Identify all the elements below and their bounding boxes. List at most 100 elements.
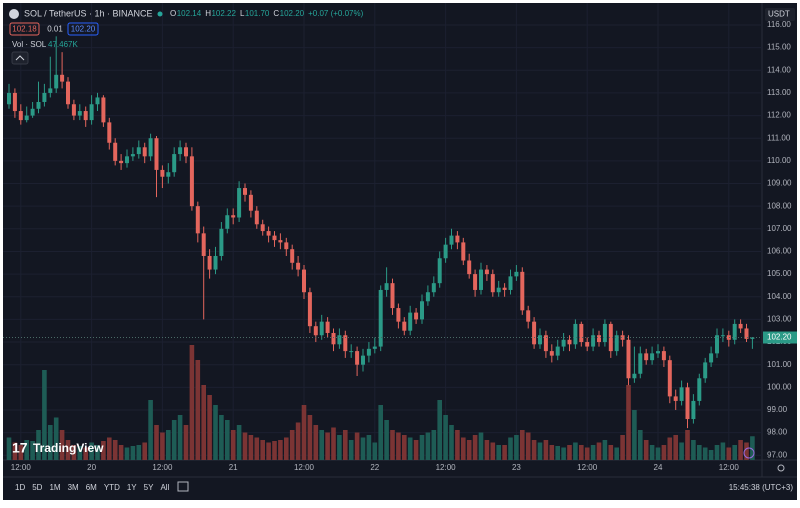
range-button[interactable]: All <box>160 483 169 492</box>
volume-bar <box>407 437 413 460</box>
toolbar: 1D 5D 1M 3M 6M YTD 1Y 5Y All <box>15 483 170 492</box>
candle-body <box>555 346 560 356</box>
candle-body <box>343 335 348 352</box>
x-tick-label: 22 <box>370 463 379 472</box>
candle-body <box>172 154 177 173</box>
volume-bar <box>584 447 590 460</box>
candle-body <box>7 92 11 105</box>
candle-body <box>461 242 466 261</box>
volume-bar <box>419 435 425 460</box>
volume-bar <box>555 446 560 460</box>
volume-bar <box>685 430 690 460</box>
volume-bar <box>579 445 584 460</box>
volume-value: 47.467K <box>48 40 78 49</box>
volume-bar <box>331 427 336 460</box>
indicator-icon[interactable] <box>743 447 755 459</box>
volume-bar <box>325 432 330 460</box>
candle-body <box>532 321 537 345</box>
volume-bar <box>431 430 437 460</box>
candle-body <box>284 242 289 250</box>
volume-bar <box>437 400 442 460</box>
range-button[interactable]: 1Y <box>127 483 137 492</box>
candle-body <box>514 271 519 277</box>
candle-body <box>750 337 755 339</box>
candle-body <box>66 81 70 105</box>
symbol-icon <box>9 9 19 19</box>
candle-body <box>579 323 584 343</box>
volume-bar <box>160 432 165 460</box>
candle-body <box>715 335 719 354</box>
date-range-icon[interactable] <box>177 481 189 492</box>
candle-body <box>673 396 678 401</box>
volume-bar <box>313 425 319 460</box>
y-tick-label: 98.00 <box>767 428 788 437</box>
volume-bar <box>702 447 708 460</box>
volume-bar <box>166 430 171 460</box>
candle-body <box>302 269 306 293</box>
volume-bar <box>655 447 661 460</box>
logo[interactable]: TradingView <box>33 441 104 455</box>
spread: 0.01 <box>47 25 63 34</box>
y-tick-label: 109.00 <box>767 179 792 188</box>
x-tick-label: 12:00 <box>152 463 173 472</box>
candle-body <box>661 351 666 361</box>
volume-bar <box>366 435 372 460</box>
candle-body <box>119 160 124 164</box>
volume-bar <box>620 435 625 460</box>
volume-bar <box>661 445 667 460</box>
candle-body <box>260 224 265 232</box>
volume-bar <box>207 395 212 460</box>
volume-bar <box>525 432 531 460</box>
candle-body <box>313 326 318 336</box>
volume-bar <box>697 445 702 460</box>
candle-body <box>195 206 200 234</box>
x-tick-label: 12:00 <box>11 463 32 472</box>
collapse-button[interactable] <box>11 51 29 65</box>
volume-bar <box>242 432 248 460</box>
candle-body <box>36 101 41 109</box>
y-tick-label: 116.00 <box>767 20 791 29</box>
symbol[interactable]: SOL / TetherUS · 1h · BINANCE <box>24 8 153 18</box>
chart-background <box>3 3 797 477</box>
axes: 97.0098.0099.00100.00101.00102.00103.001… <box>11 20 797 472</box>
volume-bar <box>65 440 71 460</box>
ask-box[interactable] <box>67 22 99 36</box>
bid-box[interactable] <box>9 22 40 36</box>
ohlc-key: O <box>170 9 176 18</box>
candle-body <box>24 115 29 121</box>
candle-body <box>597 335 601 343</box>
volume-bar <box>502 445 507 460</box>
range-button[interactable]: YTD <box>104 483 120 492</box>
candle-body <box>573 323 578 345</box>
volume-bar <box>649 445 655 460</box>
range-button[interactable]: 1M <box>49 483 60 492</box>
volume-bar <box>107 437 112 460</box>
ohlc-value: 102.22 <box>211 9 236 18</box>
volume-bar <box>638 430 643 460</box>
volume-bar <box>413 440 419 460</box>
candle-body <box>431 283 436 293</box>
candle-body <box>638 353 643 374</box>
range-button[interactable]: 6M <box>86 483 97 492</box>
volume-bar <box>626 385 631 460</box>
currency-button[interactable] <box>765 8 795 21</box>
settings-icon[interactable] <box>777 464 785 472</box>
volume-bar <box>24 440 29 460</box>
candle-body <box>18 111 23 121</box>
candle-body <box>278 240 283 243</box>
currency: USDT <box>768 10 790 19</box>
volume-bar <box>189 345 195 460</box>
volume-bar <box>496 445 501 460</box>
candle-body <box>243 188 247 195</box>
range-button[interactable]: 5D <box>32 483 42 492</box>
range-button[interactable]: 5Y <box>144 483 154 492</box>
candle-body <box>331 332 336 345</box>
candle-body <box>614 335 619 352</box>
candle-body <box>148 138 153 157</box>
range-button[interactable]: 3M <box>68 483 79 492</box>
volume-bar <box>101 441 106 460</box>
range-button[interactable]: 1D <box>15 483 25 492</box>
candle-body <box>272 235 277 241</box>
volume-bar <box>48 425 53 460</box>
candle-body <box>738 323 743 329</box>
